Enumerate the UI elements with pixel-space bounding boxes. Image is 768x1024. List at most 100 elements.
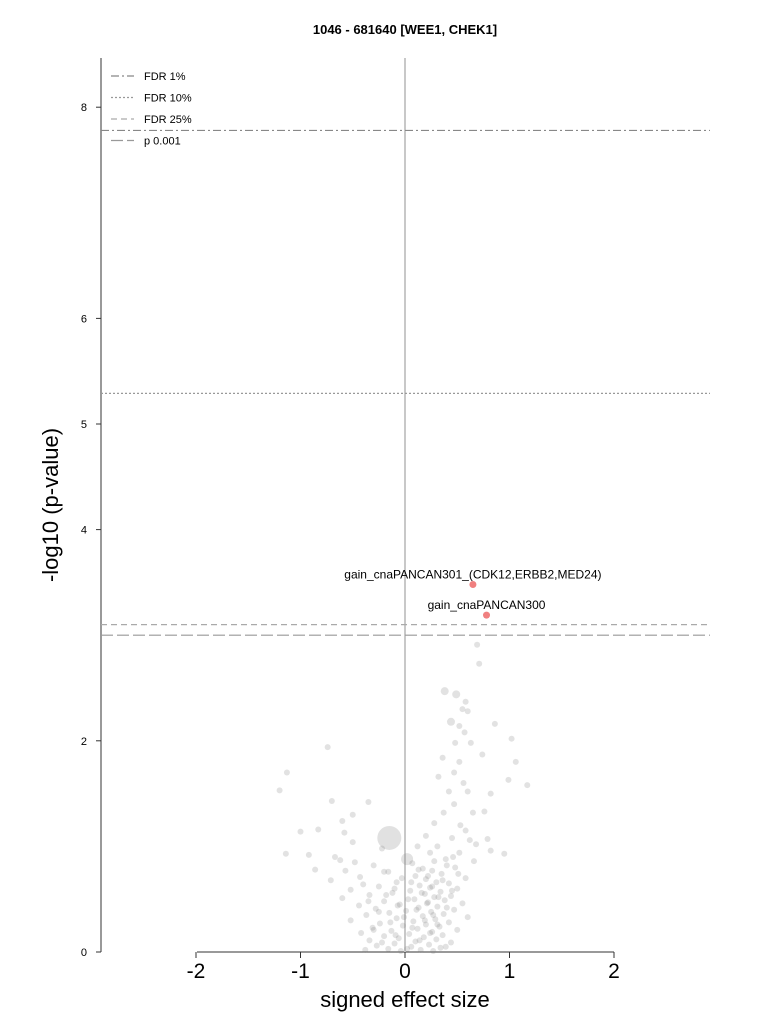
data-point <box>435 773 442 780</box>
data-point <box>370 862 377 869</box>
data-point <box>422 832 429 839</box>
data-point <box>429 867 436 874</box>
data-point <box>403 907 410 914</box>
data-point <box>439 877 446 884</box>
data-point <box>351 859 358 866</box>
data-point <box>445 880 452 887</box>
data-point <box>437 888 444 895</box>
data-point <box>422 921 429 928</box>
data-point <box>412 938 419 945</box>
data-point <box>433 879 440 886</box>
data-point <box>297 828 304 835</box>
data-point <box>341 829 348 836</box>
data-point <box>452 864 459 871</box>
data-point <box>386 909 393 916</box>
data-point <box>462 875 469 882</box>
data-point <box>312 866 319 873</box>
data-point <box>427 929 434 936</box>
data-point <box>349 811 356 818</box>
data-point <box>421 917 428 924</box>
data-point <box>412 872 419 879</box>
data-point <box>487 790 494 797</box>
x-tick-label: -2 <box>187 960 206 983</box>
data-point <box>456 849 463 856</box>
data-point <box>466 837 473 844</box>
data-point <box>426 941 433 948</box>
data-point <box>397 947 404 954</box>
data-point <box>456 723 463 730</box>
highlight-point-0 <box>469 581 477 589</box>
data-point <box>395 935 402 942</box>
data-point <box>508 735 515 742</box>
data-point <box>467 739 474 746</box>
data-point <box>443 904 450 911</box>
data-point <box>408 943 415 950</box>
data-point <box>454 926 461 933</box>
data-point <box>451 769 458 776</box>
data-point <box>433 936 440 943</box>
data-point <box>459 706 466 713</box>
y-tick-label: 5 <box>81 419 87 431</box>
data-point <box>370 926 377 933</box>
data-point <box>411 896 418 903</box>
highlighted-points: gain_cnaPANCAN301_(CDK12,ERBB2,MED24)gai… <box>344 568 602 619</box>
data-point <box>424 872 431 879</box>
data-point <box>435 894 442 901</box>
data-point <box>451 906 458 913</box>
data-point <box>324 744 331 751</box>
data-point <box>459 900 466 907</box>
data-point <box>358 929 365 936</box>
data-point <box>473 841 480 848</box>
data-point <box>440 910 447 917</box>
data-point <box>447 893 454 900</box>
data-point <box>427 884 434 891</box>
data-point <box>349 839 356 846</box>
data-point <box>416 937 423 944</box>
data-point <box>424 899 431 906</box>
data-point <box>476 660 483 667</box>
data-point <box>431 858 438 865</box>
data-point <box>452 690 461 699</box>
background-points <box>276 641 531 954</box>
data-point <box>434 921 441 928</box>
data-point <box>391 940 398 947</box>
legend-label-2: FDR 25% <box>144 114 192 126</box>
data-point <box>423 900 430 907</box>
data-point <box>406 931 413 938</box>
data-point <box>431 820 438 827</box>
data-point <box>487 847 494 854</box>
y-tick-label: 4 <box>81 525 87 537</box>
data-point <box>393 915 400 922</box>
data-point <box>360 881 367 888</box>
data-point <box>387 919 394 926</box>
data-point <box>414 925 421 932</box>
data-point <box>405 896 412 903</box>
data-point <box>445 788 452 795</box>
data-point <box>427 849 434 856</box>
data-point <box>356 902 363 909</box>
data-point <box>315 826 322 833</box>
y-tick-label: 8 <box>81 102 87 114</box>
data-point <box>456 758 463 765</box>
data-point <box>379 939 386 946</box>
data-point <box>454 885 461 892</box>
data-point <box>331 853 338 860</box>
data-point <box>512 758 519 765</box>
data-point <box>337 857 344 864</box>
data-point <box>404 945 411 952</box>
data-point <box>470 858 477 865</box>
data-point <box>415 866 422 873</box>
data-point <box>430 947 437 954</box>
data-point <box>381 868 388 875</box>
data-point <box>452 739 459 746</box>
chart-title: 1046 - 681640 [WEE1, CHEK1] <box>313 22 497 37</box>
legend-label-0: FDR 1% <box>144 71 186 83</box>
data-point <box>365 898 372 905</box>
data-point <box>399 922 406 929</box>
data-point <box>389 889 396 896</box>
data-point <box>469 809 476 816</box>
x-tick-label: -1 <box>291 960 310 983</box>
data-point <box>443 862 450 869</box>
data-point <box>464 788 471 795</box>
data-point <box>383 891 390 898</box>
